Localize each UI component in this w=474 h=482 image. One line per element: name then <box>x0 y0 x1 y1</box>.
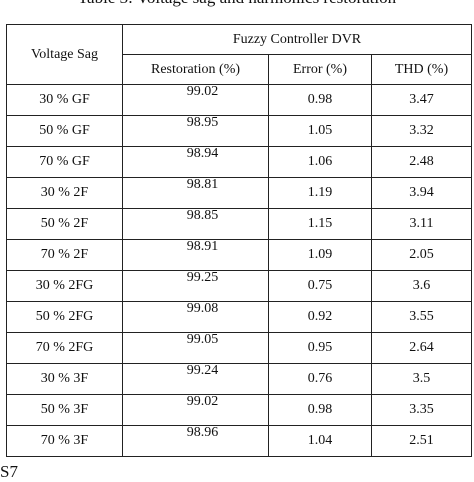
restoration-value: 98.91 <box>186 239 219 254</box>
thd-header: THD (%) <box>371 54 472 85</box>
results-table: Voltage Sag Fuzzy Controller DVR Restora… <box>6 24 472 457</box>
restoration-cell: 98.96 <box>122 425 269 457</box>
header-row-sub: Restoration (%) Error (%) THD (%) <box>7 54 472 85</box>
thd-cell: 3.11 <box>371 208 472 240</box>
restoration-cell: 99.02 <box>122 394 269 426</box>
restoration-value: 98.94 <box>186 146 219 161</box>
header-row-top: Voltage Sag Fuzzy Controller DVR <box>6 24 472 85</box>
error-cell: 0.98 <box>268 84 372 116</box>
restoration-cell: 98.95 <box>122 115 269 147</box>
sag-cell: 50 % 2F <box>6 208 123 240</box>
thd-cell: 3.35 <box>371 394 472 426</box>
restoration-value: 98.81 <box>186 177 219 192</box>
restoration-cell: 99.02 <box>122 84 269 116</box>
sag-cell: 50 % 2FG <box>6 301 123 333</box>
table-row: 50 % 2FG 99.08 0.92 3.55 <box>6 301 472 333</box>
table-row: 50 % 3F 99.02 0.98 3.35 <box>6 394 472 426</box>
sag-cell: 50 % 3F <box>6 394 123 426</box>
restoration-value: 99.25 <box>186 270 219 285</box>
restoration-value: 98.85 <box>186 208 219 223</box>
fuzzy-controller-header: Fuzzy Controller DVR <box>122 24 472 55</box>
table-row: 30 % 3F 99.24 0.76 3.5 <box>6 363 472 395</box>
sag-cell: 70 % 2F <box>6 239 123 271</box>
restoration-cell: 99.05 <box>122 332 269 364</box>
error-cell: 0.92 <box>268 301 372 333</box>
sag-cell: 30 % 2F <box>6 177 123 209</box>
sag-cell: 70 % GF <box>6 146 123 178</box>
sag-cell: 30 % GF <box>6 84 123 116</box>
restoration-cell: 98.94 <box>122 146 269 178</box>
restoration-value: 98.96 <box>186 425 219 440</box>
thd-cell: 3.94 <box>371 177 472 209</box>
thd-cell: 3.47 <box>371 84 472 116</box>
error-header: Error (%) <box>268 54 372 85</box>
restoration-cell: 98.91 <box>122 239 269 271</box>
table-row: 70 % 2F 98.91 1.09 2.05 <box>6 239 472 271</box>
error-cell: 0.95 <box>268 332 372 364</box>
thd-cell: 2.05 <box>371 239 472 271</box>
error-cell: 1.05 <box>268 115 372 147</box>
error-cell: 1.15 <box>268 208 372 240</box>
restoration-value: 99.24 <box>186 363 219 378</box>
restoration-cell: 99.24 <box>122 363 269 395</box>
table-row: 30 % GF 99.02 0.98 3.47 <box>6 84 472 116</box>
thd-cell: 3.6 <box>371 270 472 302</box>
table-row: 30 % 2FG 99.25 0.75 3.6 <box>6 270 472 302</box>
table-row: 50 % GF 98.95 1.05 3.32 <box>6 115 472 147</box>
table-row: 70 % 2FG 99.05 0.95 2.64 <box>6 332 472 364</box>
thd-cell: 2.48 <box>371 146 472 178</box>
restoration-cell: 98.81 <box>122 177 269 209</box>
error-cell: 1.19 <box>268 177 372 209</box>
error-cell: 0.98 <box>268 394 372 426</box>
restoration-cell: 99.25 <box>122 270 269 302</box>
table-row: 70 % 3F 98.96 1.04 2.51 <box>6 425 472 457</box>
thd-cell: 3.5 <box>371 363 472 395</box>
sag-cell: 30 % 2FG <box>6 270 123 302</box>
error-cell: 1.06 <box>268 146 372 178</box>
restoration-header: Restoration (%) <box>122 54 269 85</box>
error-cell: 0.75 <box>268 270 372 302</box>
table-row: 70 % GF 98.94 1.06 2.48 <box>6 146 472 178</box>
restoration-value: 99.02 <box>186 394 219 409</box>
restoration-cell: 99.08 <box>122 301 269 333</box>
table-row: 50 % 2F 98.85 1.15 3.11 <box>6 208 472 240</box>
voltage-sag-header: Voltage Sag <box>6 24 123 85</box>
restoration-value: 99.08 <box>186 301 219 316</box>
restoration-value: 99.05 <box>186 332 219 347</box>
thd-cell: 2.64 <box>371 332 472 364</box>
sag-cell: 30 % 3F <box>6 363 123 395</box>
table-row: 30 % 2F 98.81 1.19 3.94 <box>6 177 472 209</box>
sag-cell: 70 % 3F <box>6 425 123 457</box>
error-cell: 1.09 <box>268 239 372 271</box>
thd-cell: 2.51 <box>371 425 472 457</box>
restoration-value: 99.02 <box>186 84 219 99</box>
error-cell: 1.04 <box>268 425 372 457</box>
restoration-cell: 98.85 <box>122 208 269 240</box>
sag-cell: 70 % 2FG <box>6 332 123 364</box>
error-cell: 0.76 <box>268 363 372 395</box>
thd-cell: 3.55 <box>371 301 472 333</box>
footer-text-fragment: S7 <box>0 462 18 481</box>
thd-cell: 3.32 <box>371 115 472 147</box>
table-caption: Table 3: Voltage sag and harmonics resto… <box>0 0 474 8</box>
sag-cell: 50 % GF <box>6 115 123 147</box>
restoration-value: 98.95 <box>186 115 219 130</box>
